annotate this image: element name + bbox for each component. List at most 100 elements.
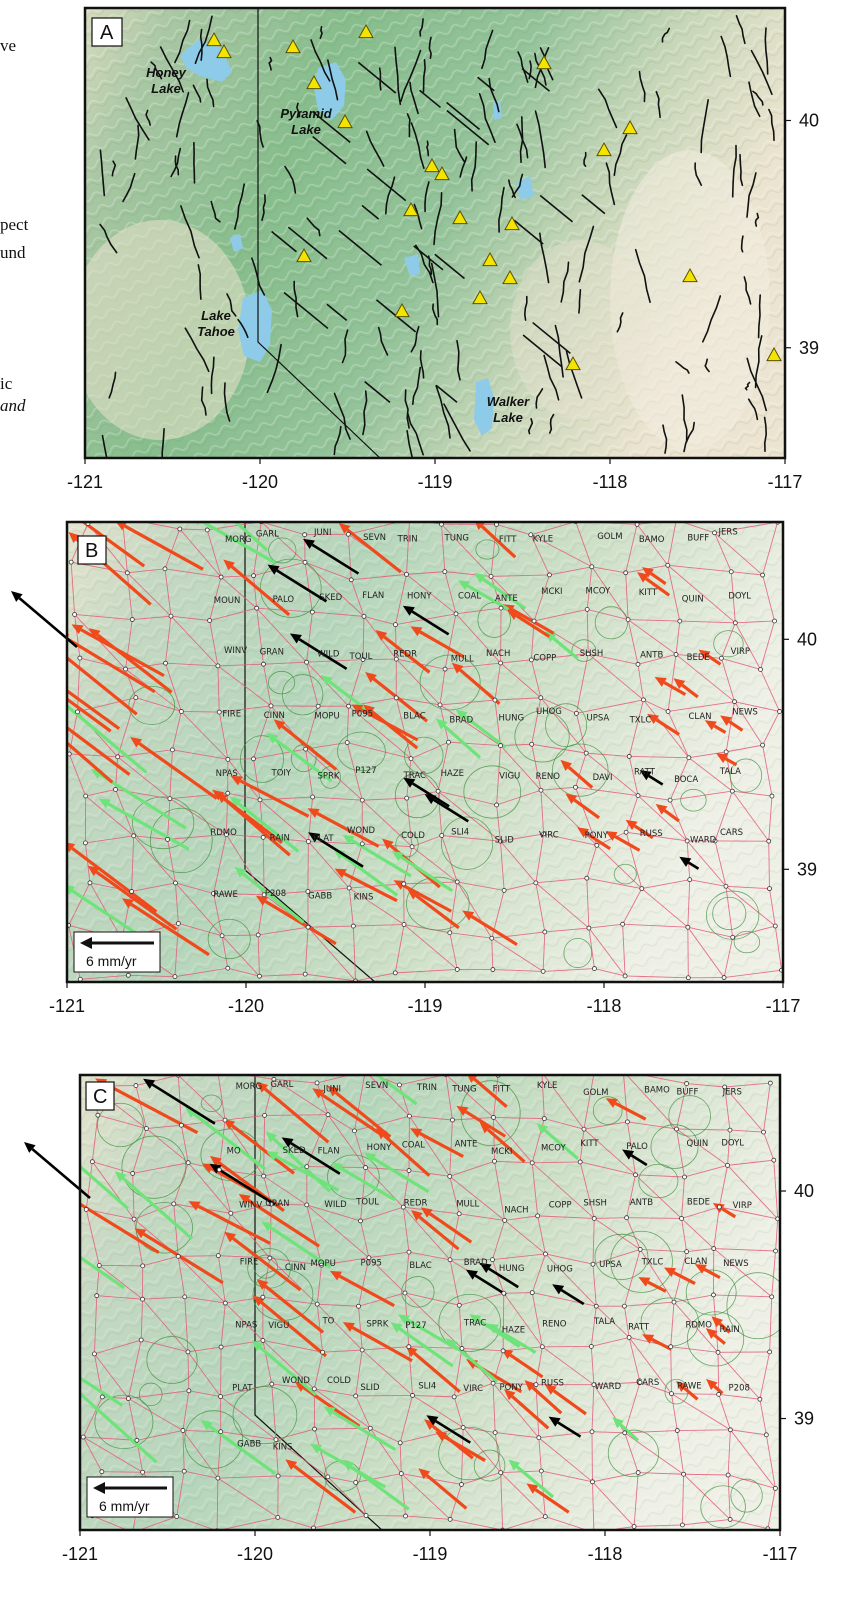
gps-station-dot-icon: [446, 739, 451, 745]
station-label: MCKI: [541, 587, 562, 597]
velocity-arrow-icon: [383, 635, 431, 674]
velocity-arrow-icon: [374, 1075, 418, 1106]
station-label: FIRE: [222, 709, 241, 719]
velocity-arrow-icon: [470, 915, 518, 946]
volcano-triangle-icon: [306, 74, 322, 90]
gps-station-dot-icon: [204, 527, 210, 533]
gps-station-dot-icon: [356, 1303, 361, 1309]
velocity-arrow-icon: [197, 1204, 271, 1245]
gps-station-dot-icon: [129, 889, 135, 894]
velocity-arrow-icon: [413, 1351, 461, 1394]
gps-station-dot-icon: [538, 787, 544, 793]
station-label: ANTE: [495, 594, 518, 604]
gps-station-dot-icon: [716, 1391, 722, 1397]
gps-station-dot-icon: [547, 572, 552, 578]
velocity-arrow-icon: [95, 870, 178, 931]
gps-station-dot-icon: [216, 1069, 220, 1073]
gps-station-dot-icon: [622, 973, 628, 979]
velocity-arrow-icon: [687, 861, 700, 870]
ca-nv-border: [257, 8, 381, 458]
gps-station-dot-icon: [304, 1164, 310, 1170]
gps-station-dot-icon: [314, 1080, 320, 1086]
clipped-caption-fragment-1: ve: [0, 36, 17, 55]
error-ellipse-icon: [131, 796, 195, 850]
gps-station-dot-icon: [491, 1115, 496, 1120]
gps-station-dot-icon: [363, 1165, 368, 1170]
gps-station-dot-icon: [684, 1249, 690, 1255]
gps-station-dot-icon: [542, 929, 548, 935]
gps-station-dot-icon: [712, 530, 717, 536]
station-label: GARL: [270, 1080, 293, 1090]
velocity-arrow-icon: [655, 718, 680, 736]
error-ellipse-icon: [592, 1096, 623, 1125]
gps-station-dot-icon: [623, 829, 629, 835]
gps-station-dot-icon: [400, 1204, 406, 1210]
velocity-arrow-icon: [463, 714, 507, 749]
velocity-arrow-icon: [332, 1410, 397, 1452]
velocity-arrow-icon: [531, 1386, 563, 1415]
y-tick-label: 40: [797, 629, 817, 649]
gps-station-dot-icon: [359, 1347, 365, 1353]
error-ellipse-icon: [150, 807, 213, 874]
gps-station-dot-icon: [673, 652, 679, 657]
gps-station-dot-icon: [620, 921, 626, 927]
station-label: VIGU: [268, 1321, 289, 1331]
station-label: RDMO: [685, 1321, 712, 1331]
gps-station-dot-icon: [539, 1344, 545, 1350]
velocity-arrow-icon: [311, 543, 360, 575]
velocity-arrow-icon: [274, 738, 333, 783]
error-ellipse-icon: [463, 765, 522, 819]
station-label: P127: [355, 766, 376, 776]
velocity-arrow-icon: [511, 1395, 550, 1430]
velocity-arrow-icon: [433, 798, 469, 823]
gps-station-dot-icon: [529, 1290, 535, 1296]
gps-station-dot-icon: [501, 887, 507, 893]
station-label: SKED: [319, 593, 342, 603]
panel-c-label: C: [93, 1086, 107, 1108]
velocity-arrow-icon: [453, 1344, 499, 1383]
gps-station-dot-icon: [275, 1514, 281, 1520]
station-label: GABB: [308, 891, 332, 901]
gps-station-dot-icon: [359, 797, 365, 803]
gps-station-dot-icon: [95, 1112, 101, 1118]
station-label: SLID: [495, 835, 515, 845]
station-label: GRAN: [265, 1199, 289, 1209]
gps-station-dot-icon: [167, 796, 173, 802]
station-label: DAVI: [593, 773, 613, 783]
velocity-arrow-icon: [67, 697, 112, 733]
gps-station-dot-icon: [501, 1290, 507, 1296]
error-ellipse-icon: [607, 1429, 660, 1478]
gps-station-dot-icon: [77, 976, 83, 982]
gps-station-dot-icon: [260, 1338, 266, 1343]
velocity-arrow-icon: [706, 654, 722, 666]
gps-station-dot-icon: [216, 709, 222, 715]
gps-station-dot-icon: [312, 1426, 317, 1432]
x-tick-label: -121: [49, 996, 85, 1016]
panel-b-map: MORG GARL JUNI SEVN TRIN TUNG FITT KYLE GOLM BAMO…: [11, 520, 817, 1016]
error-ellipse-icon: [514, 710, 570, 763]
station-label: RAWE: [677, 1381, 702, 1391]
gps-station-dot-icon: [255, 932, 261, 938]
gps-station-dot-icon: [631, 1524, 637, 1529]
station-label: CLAN: [688, 712, 711, 722]
station-label: MULL: [451, 654, 474, 664]
velocity-arrow-icon: [192, 1112, 267, 1171]
gps-station-dot-icon: [763, 1432, 769, 1438]
gps-station-dot-icon: [92, 1351, 97, 1357]
gps-station-dot-icon: [536, 1435, 542, 1441]
volcano-triangle-icon: [358, 23, 374, 39]
gps-station-dot-icon: [728, 569, 734, 575]
velocity-arrow-icon: [239, 779, 310, 818]
gps-station-dot-icon: [83, 1207, 89, 1212]
station-label: SHSH: [580, 649, 604, 659]
velocity-arrow-icon: [107, 802, 190, 851]
velocity-arrow-icon: [650, 572, 667, 585]
station-label: SEVN: [363, 533, 386, 543]
gps-station-dot-icon: [492, 697, 498, 703]
station-label: FIRE: [240, 1257, 259, 1267]
gps-station-dot-icon: [129, 617, 135, 622]
volcano-triangle-icon: [682, 267, 698, 283]
station-label: P208: [729, 1383, 750, 1393]
station-label: VIRC: [539, 830, 559, 840]
panel-a-map: A Honey Lake Pyramid Lake Lake Tahoe Walker…: [67, 6, 819, 492]
